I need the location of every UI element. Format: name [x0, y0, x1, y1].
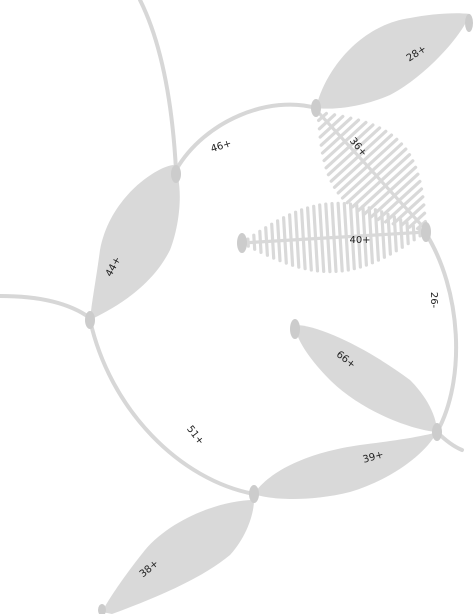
node-lower-right: [432, 423, 442, 441]
arc-left-in: [0, 296, 90, 318]
node-top: [171, 165, 181, 183]
node-66-start: [290, 319, 300, 339]
leaf-39: [254, 432, 437, 499]
arc-26: [425, 232, 456, 432]
arc-51: [90, 320, 254, 494]
label-46: 46+: [209, 138, 232, 155]
node-far-right: [465, 14, 473, 32]
leaf-38: [102, 500, 254, 614]
label-51: 51+: [184, 424, 206, 447]
label-26: 26-: [428, 292, 439, 309]
lens-36: [318, 112, 426, 230]
lens-40: [242, 203, 426, 271]
arc-top-left: [140, 0, 176, 170]
leaf-44: [90, 165, 180, 320]
node-right: [421, 222, 431, 242]
node-bottom-left: [98, 604, 106, 614]
leaf-66: [295, 325, 437, 432]
node-40-start: [237, 233, 247, 253]
node-left: [85, 311, 95, 329]
node-bottom: [249, 485, 259, 503]
arc-46: [176, 105, 316, 170]
node-top-right: [311, 99, 321, 117]
label-40: 40+: [349, 235, 370, 246]
leaf-28: [316, 13, 470, 108]
